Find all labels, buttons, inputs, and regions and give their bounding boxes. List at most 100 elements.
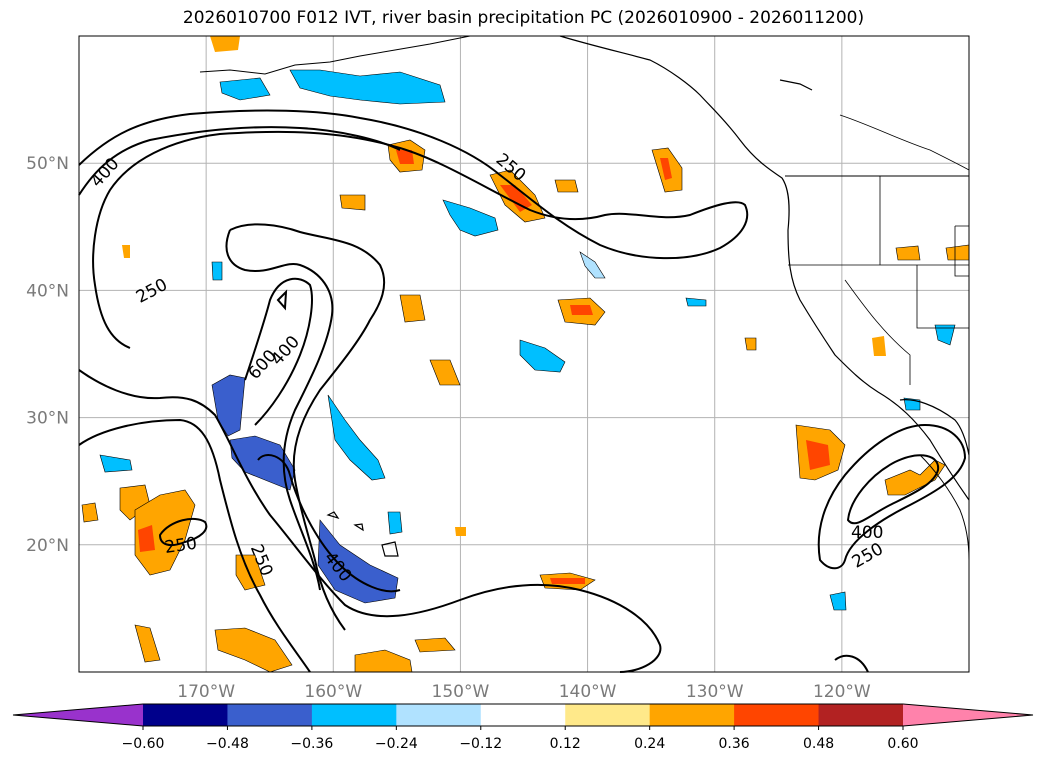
neg-patch <box>829 591 847 611</box>
map-border <box>78 35 970 673</box>
pos-patch <box>210 36 240 52</box>
colorbar-segment <box>565 704 651 726</box>
state-border-4 <box>844 279 911 385</box>
neg-patch <box>934 324 956 346</box>
ivt-contour-250-west <box>78 369 662 673</box>
pos-patch <box>455 527 466 536</box>
hawaii-islands <box>326 511 399 557</box>
colorbar-segment <box>311 704 397 726</box>
colorbar-tick-label: −0.24 <box>375 736 418 752</box>
ivt-contour-label: 250 <box>163 534 198 558</box>
neg-patch <box>317 519 399 604</box>
colorbar-segment <box>480 704 566 726</box>
mexico-coast <box>919 454 970 561</box>
canada-border-north <box>839 114 970 171</box>
pos-patch <box>550 578 585 584</box>
colorbar-extend-low <box>13 704 143 726</box>
colorbar-tick-label: 0.60 <box>887 736 918 752</box>
colorbar-tick-label: −0.12 <box>459 736 502 752</box>
ivt-contour-400-north <box>78 126 401 196</box>
pos-patch <box>396 150 414 164</box>
ivt-contour-center-1 <box>229 223 386 631</box>
ivt-contour-south-west <box>78 418 311 673</box>
lat-tick-label: 50°N <box>26 154 69 174</box>
neg-patch <box>387 511 403 535</box>
pos-patch <box>134 489 196 576</box>
pos-patch <box>134 624 161 663</box>
colorbar-segment <box>396 704 482 726</box>
pos-patch <box>945 244 970 261</box>
negative-anomaly-patches <box>99 69 956 611</box>
neg-patch <box>519 339 566 373</box>
lon-tick-label: 170°W <box>177 682 235 702</box>
pos-patch <box>895 245 921 261</box>
pos-patch <box>872 336 886 356</box>
pos-patch <box>570 305 593 315</box>
ivt-contours <box>78 109 967 673</box>
pos-patch <box>399 294 426 323</box>
colorbar-tick-label: 0.36 <box>719 736 750 752</box>
colorbar-tick-label: 0.24 <box>634 736 665 752</box>
colorbar-segment <box>649 704 735 726</box>
pos-patch <box>500 185 532 212</box>
ivt-contour-400-inner <box>244 277 313 426</box>
pos-patch <box>554 179 579 193</box>
pos-patch <box>429 359 461 386</box>
ivt-contour-east-250 <box>817 423 967 570</box>
pos-patch <box>81 502 99 523</box>
longitude-tick-labels: 170°W 160°W 150°W 140°W 130°W 120°W <box>177 682 871 702</box>
neg-patch <box>289 69 446 105</box>
north-america-coastline <box>559 35 970 501</box>
ivt-contour-250-north <box>78 109 749 349</box>
map-title: 2026010700 F012 IVT, river basin precipi… <box>182 8 865 28</box>
lat-tick-label: 20°N <box>26 536 69 556</box>
neg-patch <box>579 251 606 279</box>
colorbar-extend-high <box>903 704 1033 726</box>
colorbar-tick-label: 0.48 <box>803 736 834 752</box>
neg-patch <box>327 394 386 481</box>
colorbar: −0.60 −0.48 −0.36 −0.24 −0.12 0.12 0.24 0.36 0.4… <box>12 703 1034 752</box>
colorbar-tick-label: 0.12 <box>550 736 581 752</box>
state-border-5 <box>954 225 969 277</box>
colorbar-segment <box>818 704 904 726</box>
ivt-contour-small-loop <box>158 517 208 547</box>
ivt-contour-east-400 <box>846 454 940 525</box>
alaska-coast <box>199 35 471 75</box>
neg-patch <box>229 435 296 491</box>
pos-patch <box>744 337 757 351</box>
latitude-tick-labels: 20°N 30°N 40°N 50°N <box>26 154 69 556</box>
ivt-contour-400-south <box>257 454 401 593</box>
pos-patch <box>806 440 830 470</box>
pos-patch <box>138 525 155 552</box>
neg-patch <box>99 454 133 473</box>
colorbar-segment <box>143 704 228 726</box>
pos-patch <box>354 649 413 673</box>
lon-tick-label: 160°W <box>304 682 362 702</box>
pos-patch <box>214 627 293 673</box>
lat-tick-label: 40°N <box>26 281 69 301</box>
lon-tick-label: 140°W <box>559 682 617 702</box>
neg-patch <box>685 297 707 307</box>
positive-anomaly-patches <box>81 36 970 673</box>
colorbar-tick-label: −0.36 <box>290 736 333 752</box>
north-america-coastline-inner <box>899 399 970 456</box>
colorbar-segment <box>227 704 313 726</box>
colorbar-segment <box>734 704 820 726</box>
graticule <box>79 36 969 672</box>
state-border-3 <box>916 265 969 329</box>
ivt-contour-600 <box>276 289 288 311</box>
lon-tick-label: 120°W <box>813 682 871 702</box>
ivt-contour-center-2 <box>225 229 334 591</box>
neg-patch <box>442 199 499 237</box>
island-ne <box>779 79 813 91</box>
colorbar-tick-label: −0.60 <box>122 736 165 752</box>
pos-patch <box>122 245 130 258</box>
coastlines <box>199 35 970 561</box>
pos-patch <box>339 194 366 211</box>
neg-patch <box>211 261 223 281</box>
lon-tick-label: 150°W <box>432 682 490 702</box>
pos-patch <box>660 158 672 180</box>
lat-tick-label: 30°N <box>26 409 69 429</box>
ivt-contour-label: 400 <box>851 523 883 543</box>
